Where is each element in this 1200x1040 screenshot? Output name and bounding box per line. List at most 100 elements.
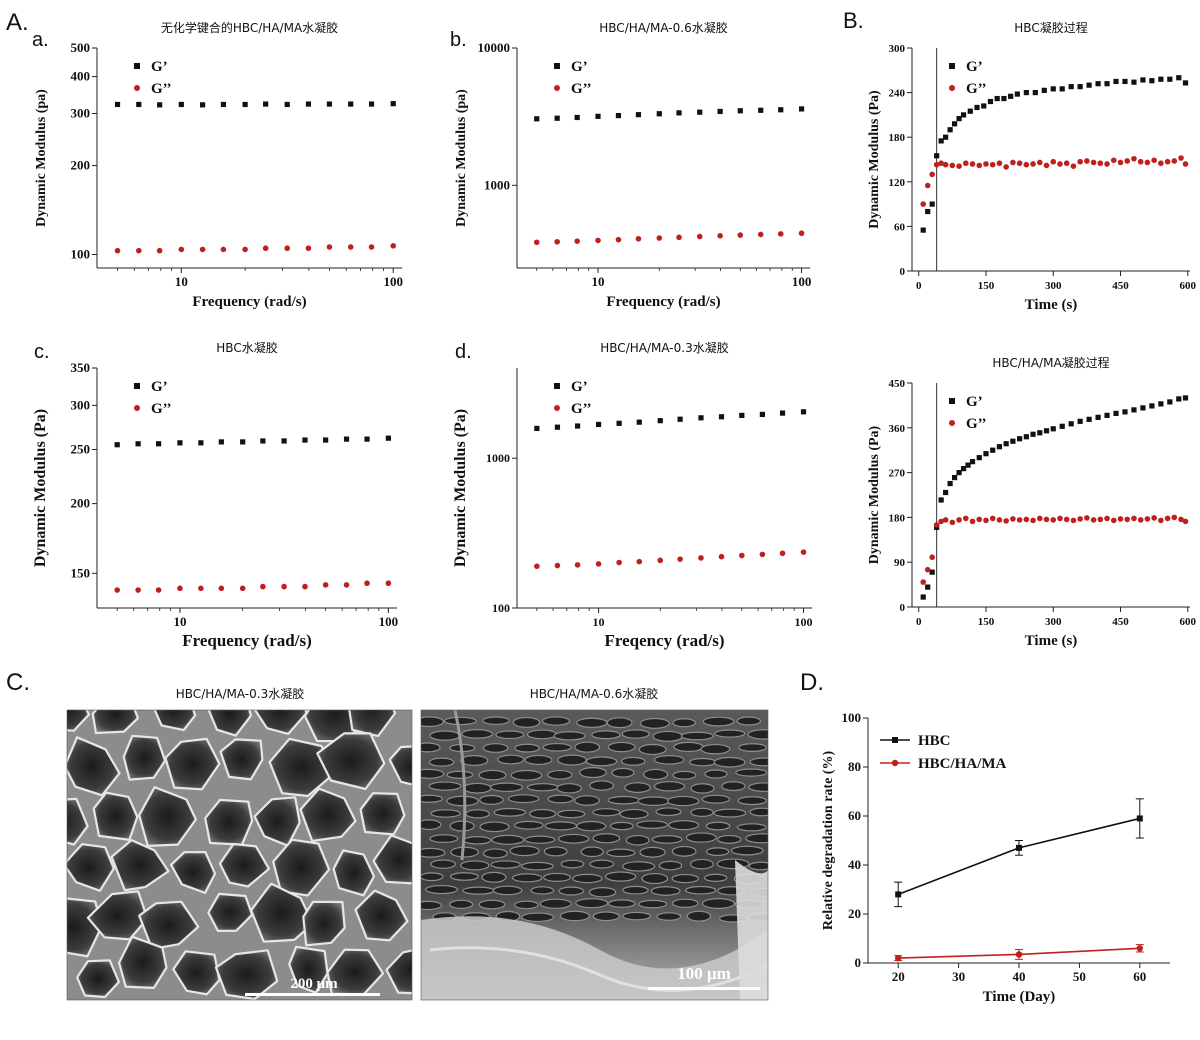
data-point [1104,515,1110,522]
data-point [1131,407,1137,413]
sem-lamella [425,884,459,895]
data-point [198,440,204,446]
sem-lamella [671,898,699,908]
sem-lamella [749,757,768,767]
sem-lamella [512,716,541,728]
sem-lamella [521,912,555,923]
data-point [364,436,370,442]
x-tick-label: 0 [916,280,922,292]
data-point [1050,158,1057,165]
data-point [990,447,996,453]
legend-item: G’ [949,394,983,410]
legend-item: G’’ [554,81,592,97]
sem-pore [118,935,168,989]
data-point [177,440,183,446]
data-point [947,127,953,133]
sem-lamella [481,871,507,883]
data-point [1131,155,1137,162]
sem-lamella [588,887,617,898]
sem-lamella [547,769,573,780]
sem-lamella [736,716,762,726]
sem-lamella [685,885,717,895]
sem-lamella [735,768,768,777]
data-point [929,569,935,575]
data-point [220,246,227,253]
sem-pore [299,787,357,843]
data-point [385,435,391,441]
data-point [737,108,743,114]
data-point [960,466,967,472]
data-point [969,459,976,465]
data-point [284,245,291,252]
data-point [554,238,560,245]
data-point [924,182,931,189]
data-point [949,162,956,169]
data-point [956,163,962,169]
sem-lamella [738,743,767,752]
data-point [1182,395,1189,401]
legend-item: G’’ [554,401,592,417]
data-point [1086,416,1092,422]
sem-lamella [705,847,730,857]
sem-lamella [747,729,768,740]
sem-lamella [430,859,457,869]
legend-marker [554,383,560,389]
sem-lamella [463,782,492,794]
sem-lamella [460,755,489,766]
legend-label: G’’ [966,81,987,97]
data-point [779,550,786,557]
data-point [616,420,622,426]
legend-item: G’ [134,379,168,395]
y-axis-label: Dynamic Modulus (pa) [34,89,49,227]
sem-lamella [544,821,578,831]
data-point [1084,158,1090,164]
chart-title: HBC/HA/MA-0.3水凝胶 [600,340,728,355]
data-point [895,954,902,962]
sem-lamella [624,782,651,794]
data-point [1001,95,1007,102]
data-point [800,409,807,415]
sem-pore [214,949,279,1000]
data-point [1010,159,1016,166]
data-point [1023,90,1029,96]
chart-d-frequency-sweep: HBC/HA/MA-0.3水凝胶 100 1000 10 100 Freqency (ra… [452,340,813,650]
sem-pore [316,732,386,791]
data-point [1010,516,1016,522]
data-point [635,235,642,242]
data-point [156,441,162,447]
data-point [1036,159,1043,166]
data-point [178,246,185,253]
chart-title: HBC/HA/MA-0.6水凝胶 [599,20,727,35]
sem-pore [302,900,346,947]
data-point [554,115,560,121]
sem-lamella [574,795,601,806]
y-tick-label: 20 [848,906,861,921]
data-point [929,554,935,561]
data-point [1043,428,1050,434]
x-tick-label: 450 [1112,616,1129,628]
sem-lamella [507,794,540,804]
data-point [1182,161,1189,167]
sem-lamella [637,796,671,806]
data-point [574,238,580,244]
y-tick-label: 180 [889,132,906,144]
sem-lamella [541,716,571,726]
sem-left-scale-label: 200 μm [290,976,338,992]
data-point [136,101,142,108]
legend-item: G’’ [949,81,987,97]
legend-label: G’ [571,379,588,395]
data-point [981,103,987,109]
chart-title: HBC水凝胶 [216,340,277,355]
sem-left-title: HBC/HA/MA-0.3水凝胶 [176,686,304,701]
data-point [615,112,622,119]
chart-a-frequency-sweep: 无化学键合的HBC/HA/MA水凝胶 100 200 300 400 500 10 100 Fr… [34,20,403,310]
data-point [199,102,206,108]
sem-lamella [673,741,704,752]
sem-lamella [611,767,635,778]
legend-item: G’’ [134,401,172,417]
series-g-prime [920,395,1189,600]
sem-lamella [511,873,543,883]
sem-lamella [528,808,557,819]
data-point [1090,159,1097,166]
